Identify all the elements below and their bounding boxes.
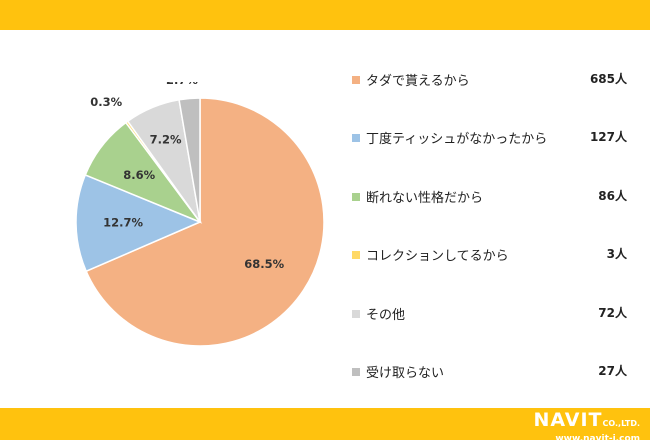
legend-item: タダで貰えるから 685人	[352, 70, 637, 90]
navit-logo: NAVITCO.,LTD. www.navit-j.com	[533, 410, 640, 444]
legend-swatch	[352, 193, 360, 201]
legend-count: 127人	[589, 130, 627, 144]
legend-swatch	[352, 134, 360, 142]
legend-label: 丁度ティッシュがなかったから	[366, 132, 548, 147]
legend-count: 72人	[598, 306, 627, 320]
legend-item: コレクションしてるから 3人	[352, 245, 637, 265]
legend-swatch	[352, 368, 360, 376]
legend-swatch	[352, 76, 360, 84]
legend-item: 断れない性格だから 86人	[352, 187, 637, 207]
pie-slice	[85, 97, 325, 347]
data-label: 68.5%	[244, 257, 284, 271]
legend-item: 受け取らない 27人	[352, 362, 637, 382]
data-label: 8.6%	[123, 168, 155, 182]
legend-swatch	[352, 251, 360, 259]
logo-url: www.navit-j.com	[555, 434, 640, 444]
legend-label: その他	[366, 308, 406, 323]
data-label: 12.7%	[103, 216, 143, 230]
data-label: 2.7%	[166, 82, 198, 87]
legend-label: 断れない性格だから	[366, 191, 484, 206]
top-banner	[0, 0, 650, 30]
logo-suffix: CO.,LTD.	[602, 419, 640, 428]
legend-count: 27人	[598, 364, 627, 378]
pie-slice	[178, 97, 201, 223]
legend-label: コレクションしてるから	[366, 249, 509, 264]
legend-count: 86人	[598, 189, 627, 203]
data-label: 7.2%	[150, 133, 182, 147]
legend-count: 685人	[589, 72, 627, 86]
legend-label: 受け取らない	[366, 366, 445, 381]
legend-label: タダで貰えるから	[366, 74, 470, 89]
pie-slice	[75, 173, 202, 273]
logo-text: NAVIT	[533, 409, 603, 431]
legend-item: 丁度ティッシュがなかったから 127人	[352, 128, 637, 148]
pie-chart: 68.5% 12.7% 8.6% 0.3% 7.2% 2.7%	[75, 82, 325, 347]
legend-item: その他 72人	[352, 304, 637, 324]
data-label: 0.3%	[90, 95, 122, 109]
bottom-banner	[0, 408, 650, 440]
legend-swatch	[352, 310, 360, 318]
legend-count: 3人	[606, 247, 627, 261]
